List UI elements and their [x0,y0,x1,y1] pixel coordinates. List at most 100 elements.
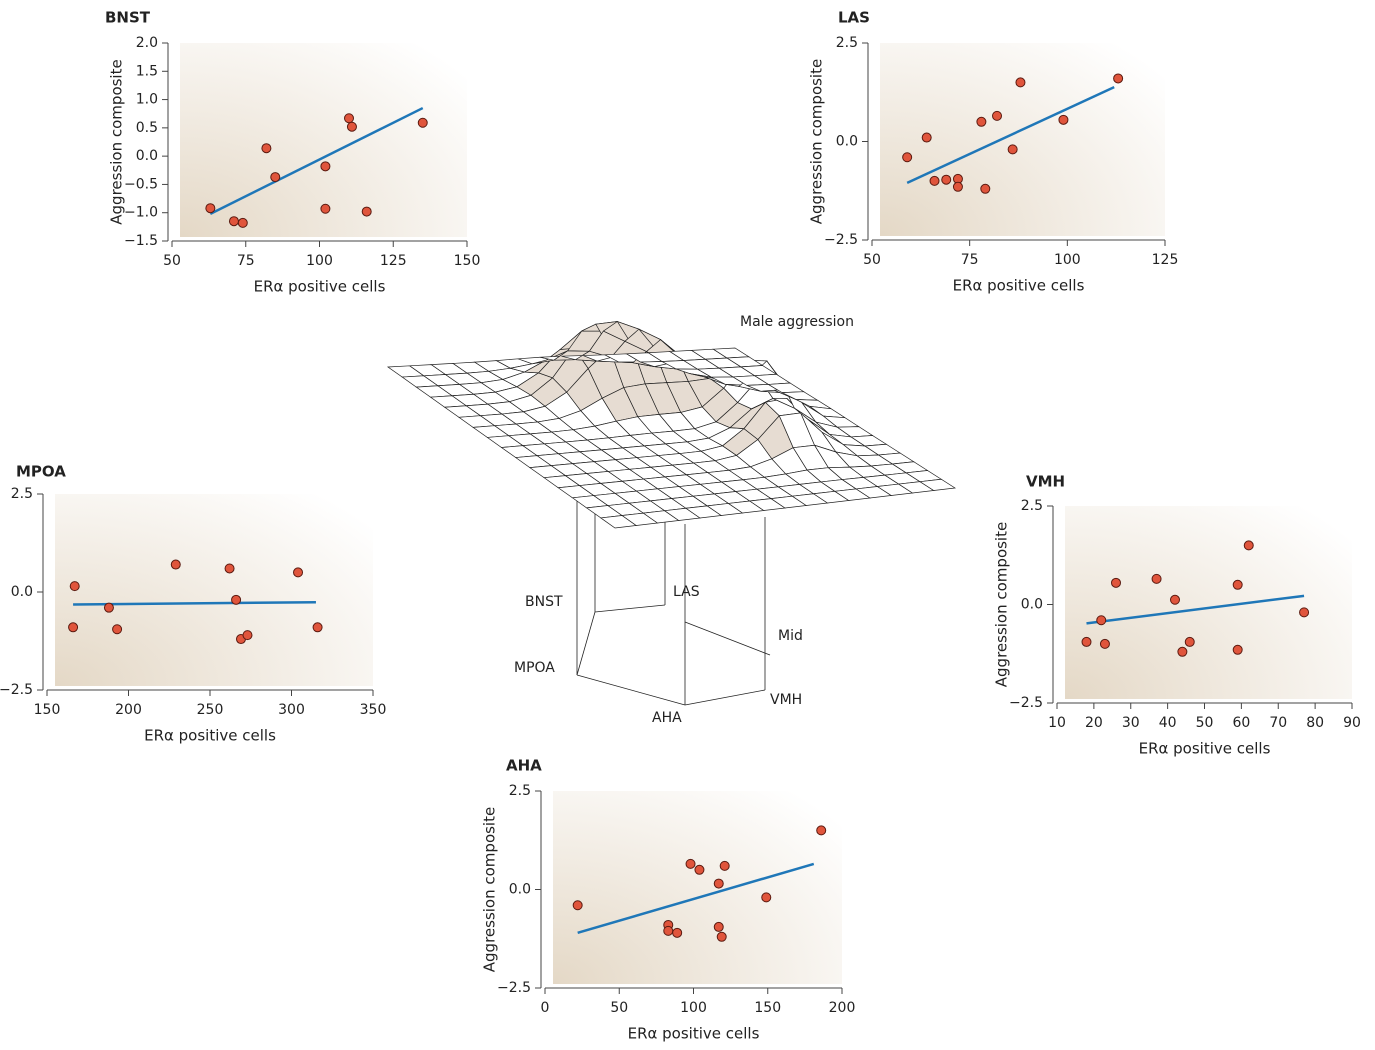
fit-line [73,600,316,606]
x-tick-label: 200 [829,1000,856,1016]
surface-title: Male aggression [740,314,854,330]
data-point [69,581,80,592]
fit-line [577,862,815,935]
data-point [361,206,372,217]
data-point [663,925,674,936]
data-point [992,110,1003,121]
data-point [1232,644,1243,655]
pillar-line [576,611,596,676]
data-point [205,203,216,214]
x-tick-label: 50 [610,1000,628,1016]
data-point [242,630,253,641]
data-point [980,183,991,194]
x-tick-label: 100 [680,1000,707,1016]
pillar-line [594,604,666,613]
data-point [713,921,724,932]
scatter-panel: MPOA −2.5 0.0 2.5 150 200 250 300 350 ERα positiv… [0,463,386,745]
data-point [1170,594,1180,605]
y-tick-label: 2.5 [836,35,858,51]
x-axis-label: ERα positive cells [144,727,276,745]
chart-title: AHA [506,757,542,775]
data-point [1184,636,1195,647]
data-point [929,175,940,186]
data-point [1299,607,1310,618]
data-point [224,563,235,574]
y-tick-label: −2.5 [824,232,858,248]
x-tick-label: 50 [1196,715,1214,731]
data-point [1099,638,1110,649]
data-point [112,624,123,635]
x-tick-label: 80 [1306,715,1324,731]
pillar-line [576,674,686,706]
data-point [1015,77,1026,88]
region-label: VMH [770,692,802,708]
region-label: Mid [778,628,803,644]
fit-line [209,106,424,215]
y-tick-label: 1.5 [136,63,158,79]
scatter-panel: LAS −2.5 0.0 2.5 50 75 100 125 ERα positive cell… [808,9,1179,295]
data-point [293,567,304,578]
data-point [941,174,952,185]
x-tick-label: 150 [34,702,61,718]
data-point [716,931,727,942]
y-axis-label: Aggression composite [808,59,826,224]
plot-background [1065,506,1352,699]
fit-line [1086,594,1305,625]
x-tick-label: 50 [863,252,881,268]
x-tick-label: 125 [1152,252,1179,268]
scatter-panel: VMH −2.5 0.0 2.5 10 20 30 40 50 60 70 80 90 ERα posit… [993,473,1361,758]
pillar-line [684,621,771,656]
x-axis-label: ERα positive cells [953,277,1085,295]
x-tick-label: 350 [360,702,387,718]
data-point [1232,579,1243,590]
data-point [1007,144,1018,155]
data-point [228,216,239,227]
chart-title: MPOA [16,463,66,481]
data-point [170,559,181,570]
y-tick-label: 2.5 [1021,498,1043,514]
y-tick-label: 0.0 [1021,597,1043,613]
y-tick-label: 1.0 [136,92,158,108]
data-point [320,161,331,172]
data-point [952,181,963,192]
data-point [417,117,428,128]
x-tick-label: 20 [1085,715,1103,731]
data-point [685,858,696,869]
x-tick-label: 70 [1269,715,1287,731]
data-point [270,172,281,183]
x-axis-label: ERα positive cells [628,1025,760,1043]
x-tick-label: 10 [1048,715,1066,731]
data-point [346,121,357,132]
x-tick-label: 300 [278,702,305,718]
data-point [261,143,272,154]
data-point [1113,73,1124,84]
data-point [976,116,987,127]
data-point [1243,540,1254,551]
region-label: LAS [673,584,700,600]
data-point [1081,636,1092,647]
data-point [713,878,724,889]
x-axis-label: ERα positive cells [254,278,386,296]
chart-title: BNST [105,9,151,27]
chart-title: VMH [1026,473,1065,491]
y-axis-label: Aggression composite [481,807,499,972]
data-point [921,132,932,143]
plot-background [55,494,373,686]
data-point [320,203,331,214]
y-tick-label: 2.5 [11,486,33,502]
x-tick-label: 100 [306,253,333,269]
surface-cell [918,478,957,491]
scatter-panel: BNST −1.5 −1.0 −0.5 0.0 0.5 1.0 1.5 2.0 50 75 100 12… [105,9,480,296]
fit-line [906,85,1115,185]
data-point [344,113,354,124]
x-tick-label: 75 [237,253,255,269]
y-tick-label: 0.0 [11,584,33,600]
x-tick-label: 150 [754,1000,781,1016]
data-point [694,864,705,875]
data-point [68,622,79,633]
x-axis-label: ERα positive cells [1139,740,1271,758]
y-axis-label: Aggression composite [108,59,126,224]
x-tick-label: 100 [1054,252,1081,268]
y-axis-label: Aggression composite [993,522,1011,687]
